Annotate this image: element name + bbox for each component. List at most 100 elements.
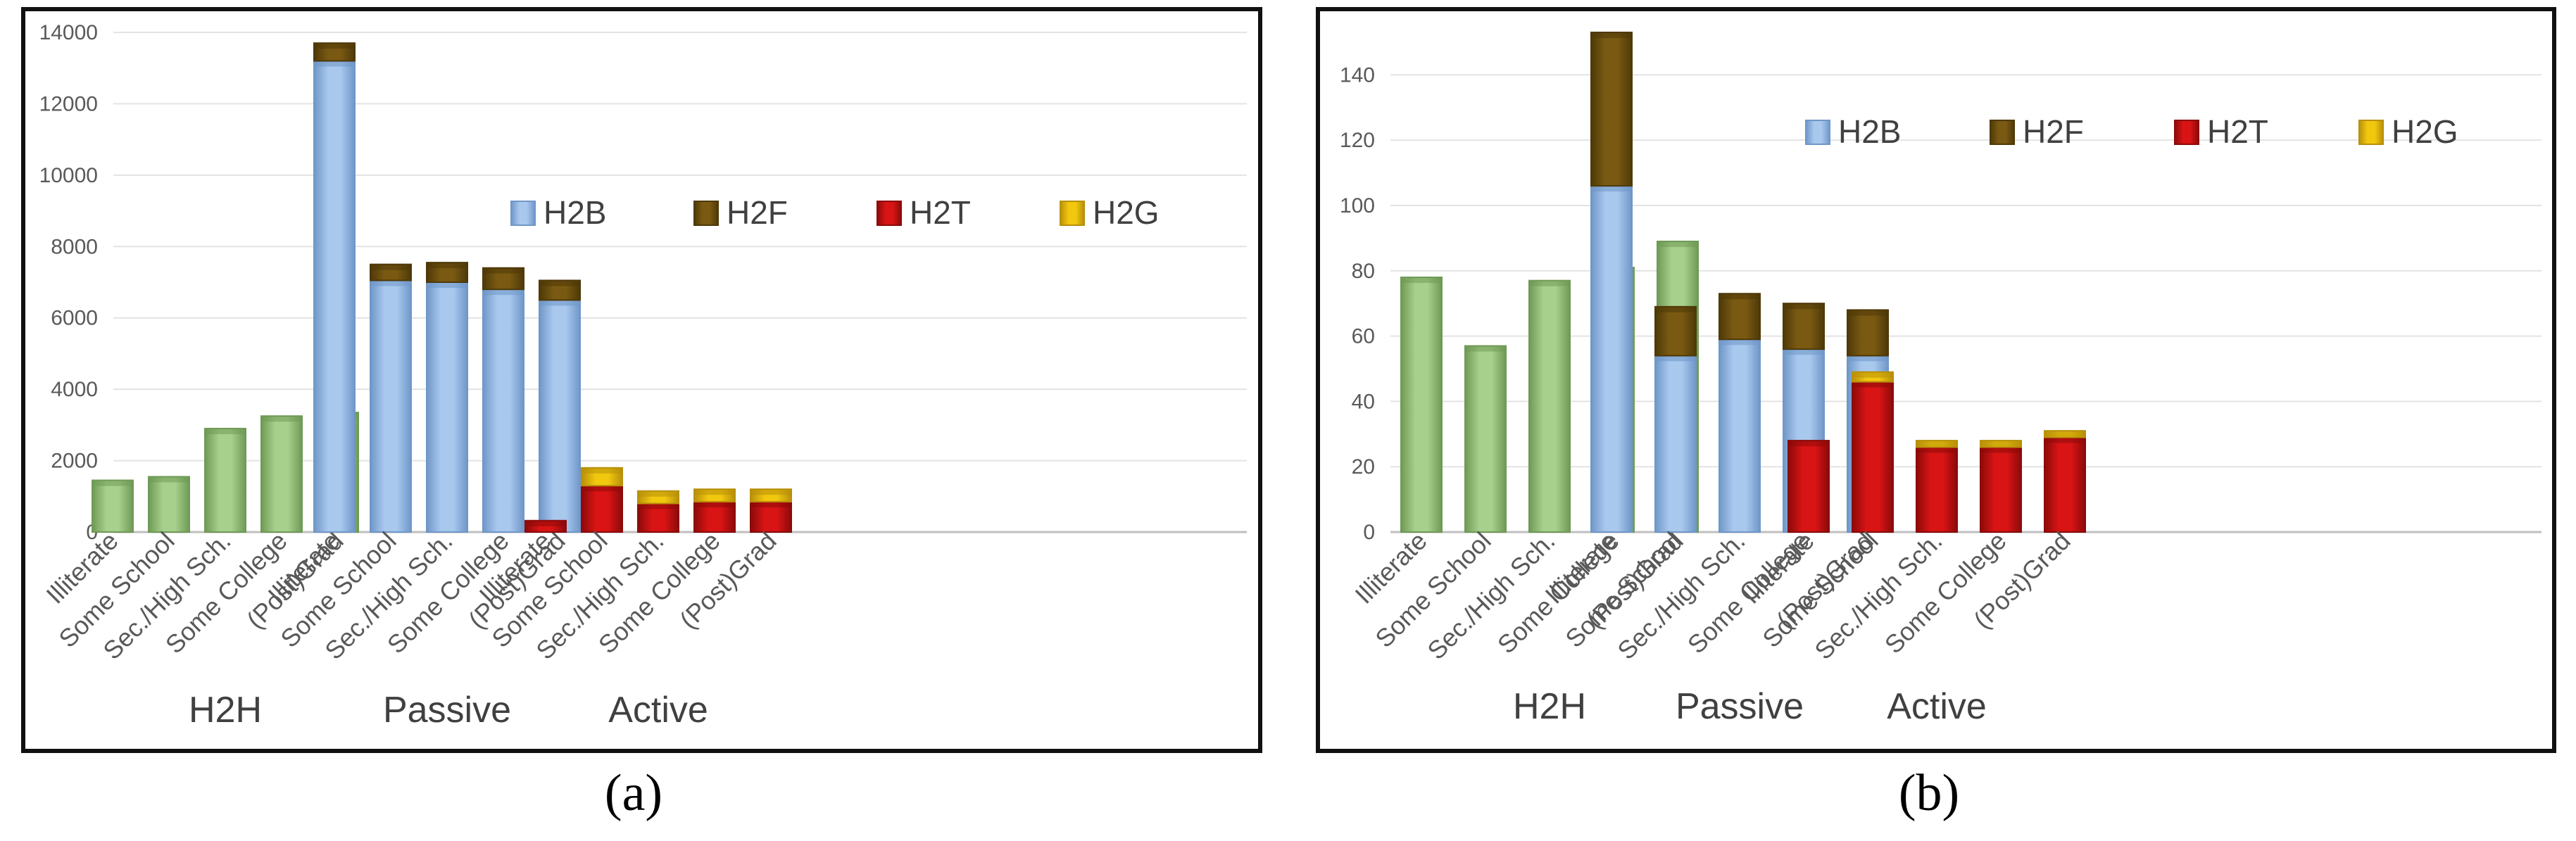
bar-h2h-h2h [92,479,134,533]
legend-swatch-h2f [693,201,719,226]
y-tick-label: 60 [1352,325,1375,348]
bar-h2b-passive [1590,185,1633,533]
bar-cap [370,264,411,270]
bar-h2b-passive [1654,355,1697,533]
bar-cap [1847,310,1888,316]
bar-cap [539,280,580,286]
legend-label: H2T [2207,113,2268,150]
y-tick-label: 40 [1352,390,1375,413]
bar-h2h-h2h [1400,277,1443,533]
y-tick-label: 6000 [51,307,98,330]
bar-cap [1783,303,1824,310]
y-tick-label: 140 [1340,63,1375,87]
y-tick-label: 80 [1352,260,1375,283]
group-label: Active [1887,686,1987,727]
legend-label: H2F [727,194,788,231]
bar-h2b-passive [313,60,356,533]
bar-cap [582,467,622,474]
bar-cap [638,503,679,510]
bar-h2f-passive [1590,32,1633,187]
bar-cap [1657,241,1698,247]
bar-cap [750,501,791,507]
chart-a-svg: 02000400060008000100001200014000Illitera… [39,21,1247,731]
bar-cap [539,300,580,306]
bar-cap [1401,277,1442,284]
bar-cap [582,486,622,492]
bar-cap [1916,441,1957,447]
legend-label: H2F [2023,113,2084,150]
bar-h2t-active [1788,440,1830,533]
bar-cap [1783,349,1824,355]
legend-label: H2T [910,194,971,231]
caption-a: (a) [604,764,663,822]
legend-swatch-h2b [1805,120,1830,145]
bar-cap [427,263,467,269]
bar-cap [1852,381,1893,388]
legend-swatch-h2g [1060,201,1085,226]
y-tick-label: 14000 [39,21,98,44]
bar-cap [314,61,355,67]
bar-h2h-h2h [1528,279,1571,533]
y-tick-label: 0 [1363,521,1375,544]
y-tick-label: 20 [1352,455,1375,479]
bar-h2h-h2h [1464,345,1507,533]
bar-h2t-active [2044,436,2086,533]
y-tick-label: 120 [1340,129,1375,152]
bar-h2b-passive [370,279,412,533]
y-tick-label: 12000 [39,92,98,115]
y-tick-label: 2000 [51,450,98,473]
bar-cap [483,267,524,274]
legend-swatch-h2t [877,201,902,226]
bar-cap [694,489,735,495]
bar-cap [750,489,791,495]
y-tick-label: 8000 [51,235,98,258]
chart-panel-b: 0 20 40 60 80 100 120 140 Illiterate Some School S… [1316,7,2556,753]
bar-cap [694,501,735,507]
legend-label: H2G [2392,113,2458,150]
bar-cap [1465,346,1506,352]
bar-cap [1847,355,1888,362]
legend-label: H2G [1093,194,1160,231]
bar-cap [149,476,189,483]
bar-cap [205,428,246,434]
bar-h2h-h2h [204,427,246,533]
bar-h2b-passive [426,282,468,533]
bar-cap [638,491,679,497]
bar-cap [1655,306,1696,312]
chart-panel-a: 02000400060008000100001200014000Illitera… [21,7,1262,753]
bar-h2b-passive [539,299,581,533]
bar-cap [370,280,411,286]
bar-cap [1591,186,1632,192]
bar-cap [261,416,302,422]
bar-h2b-passive [482,289,524,533]
bar-h2b-passive [1719,339,1761,533]
legend-swatch-h2f [1990,120,2015,145]
bar-cap [1916,447,1957,453]
bar-h2t-active [581,485,623,533]
bar-h2f-passive [1847,309,1889,357]
legend-swatch-h2b [510,201,536,226]
y-tick-label: 10000 [39,164,98,187]
legend-label: H2B [1838,113,1901,150]
bar-cap [1980,447,2021,453]
bar-h2t-active [1852,381,1894,533]
bar-h2f-passive [1783,303,1825,350]
bar-cap [2044,431,2085,437]
bar-h2h-h2h [148,476,190,533]
group-label: H2H [1513,686,1586,727]
bar-cap [314,43,355,49]
bar-cap [1591,32,1632,38]
bar-h2t-active [1980,446,2022,533]
bar-cap [1529,280,1570,286]
group-label: H2H [189,690,262,731]
bar-cap [2044,437,2085,443]
group-label: Passive [383,690,511,731]
bar-h2f-passive [1719,293,1761,341]
bar-cap [427,282,467,288]
bar-cap [1719,293,1760,300]
y-tick-label: 4000 [51,378,98,401]
y-tick-label: 100 [1340,194,1375,217]
bar-cap [525,520,566,526]
group-label: Passive [1676,686,1804,727]
caption-b: (b) [1898,764,1960,822]
